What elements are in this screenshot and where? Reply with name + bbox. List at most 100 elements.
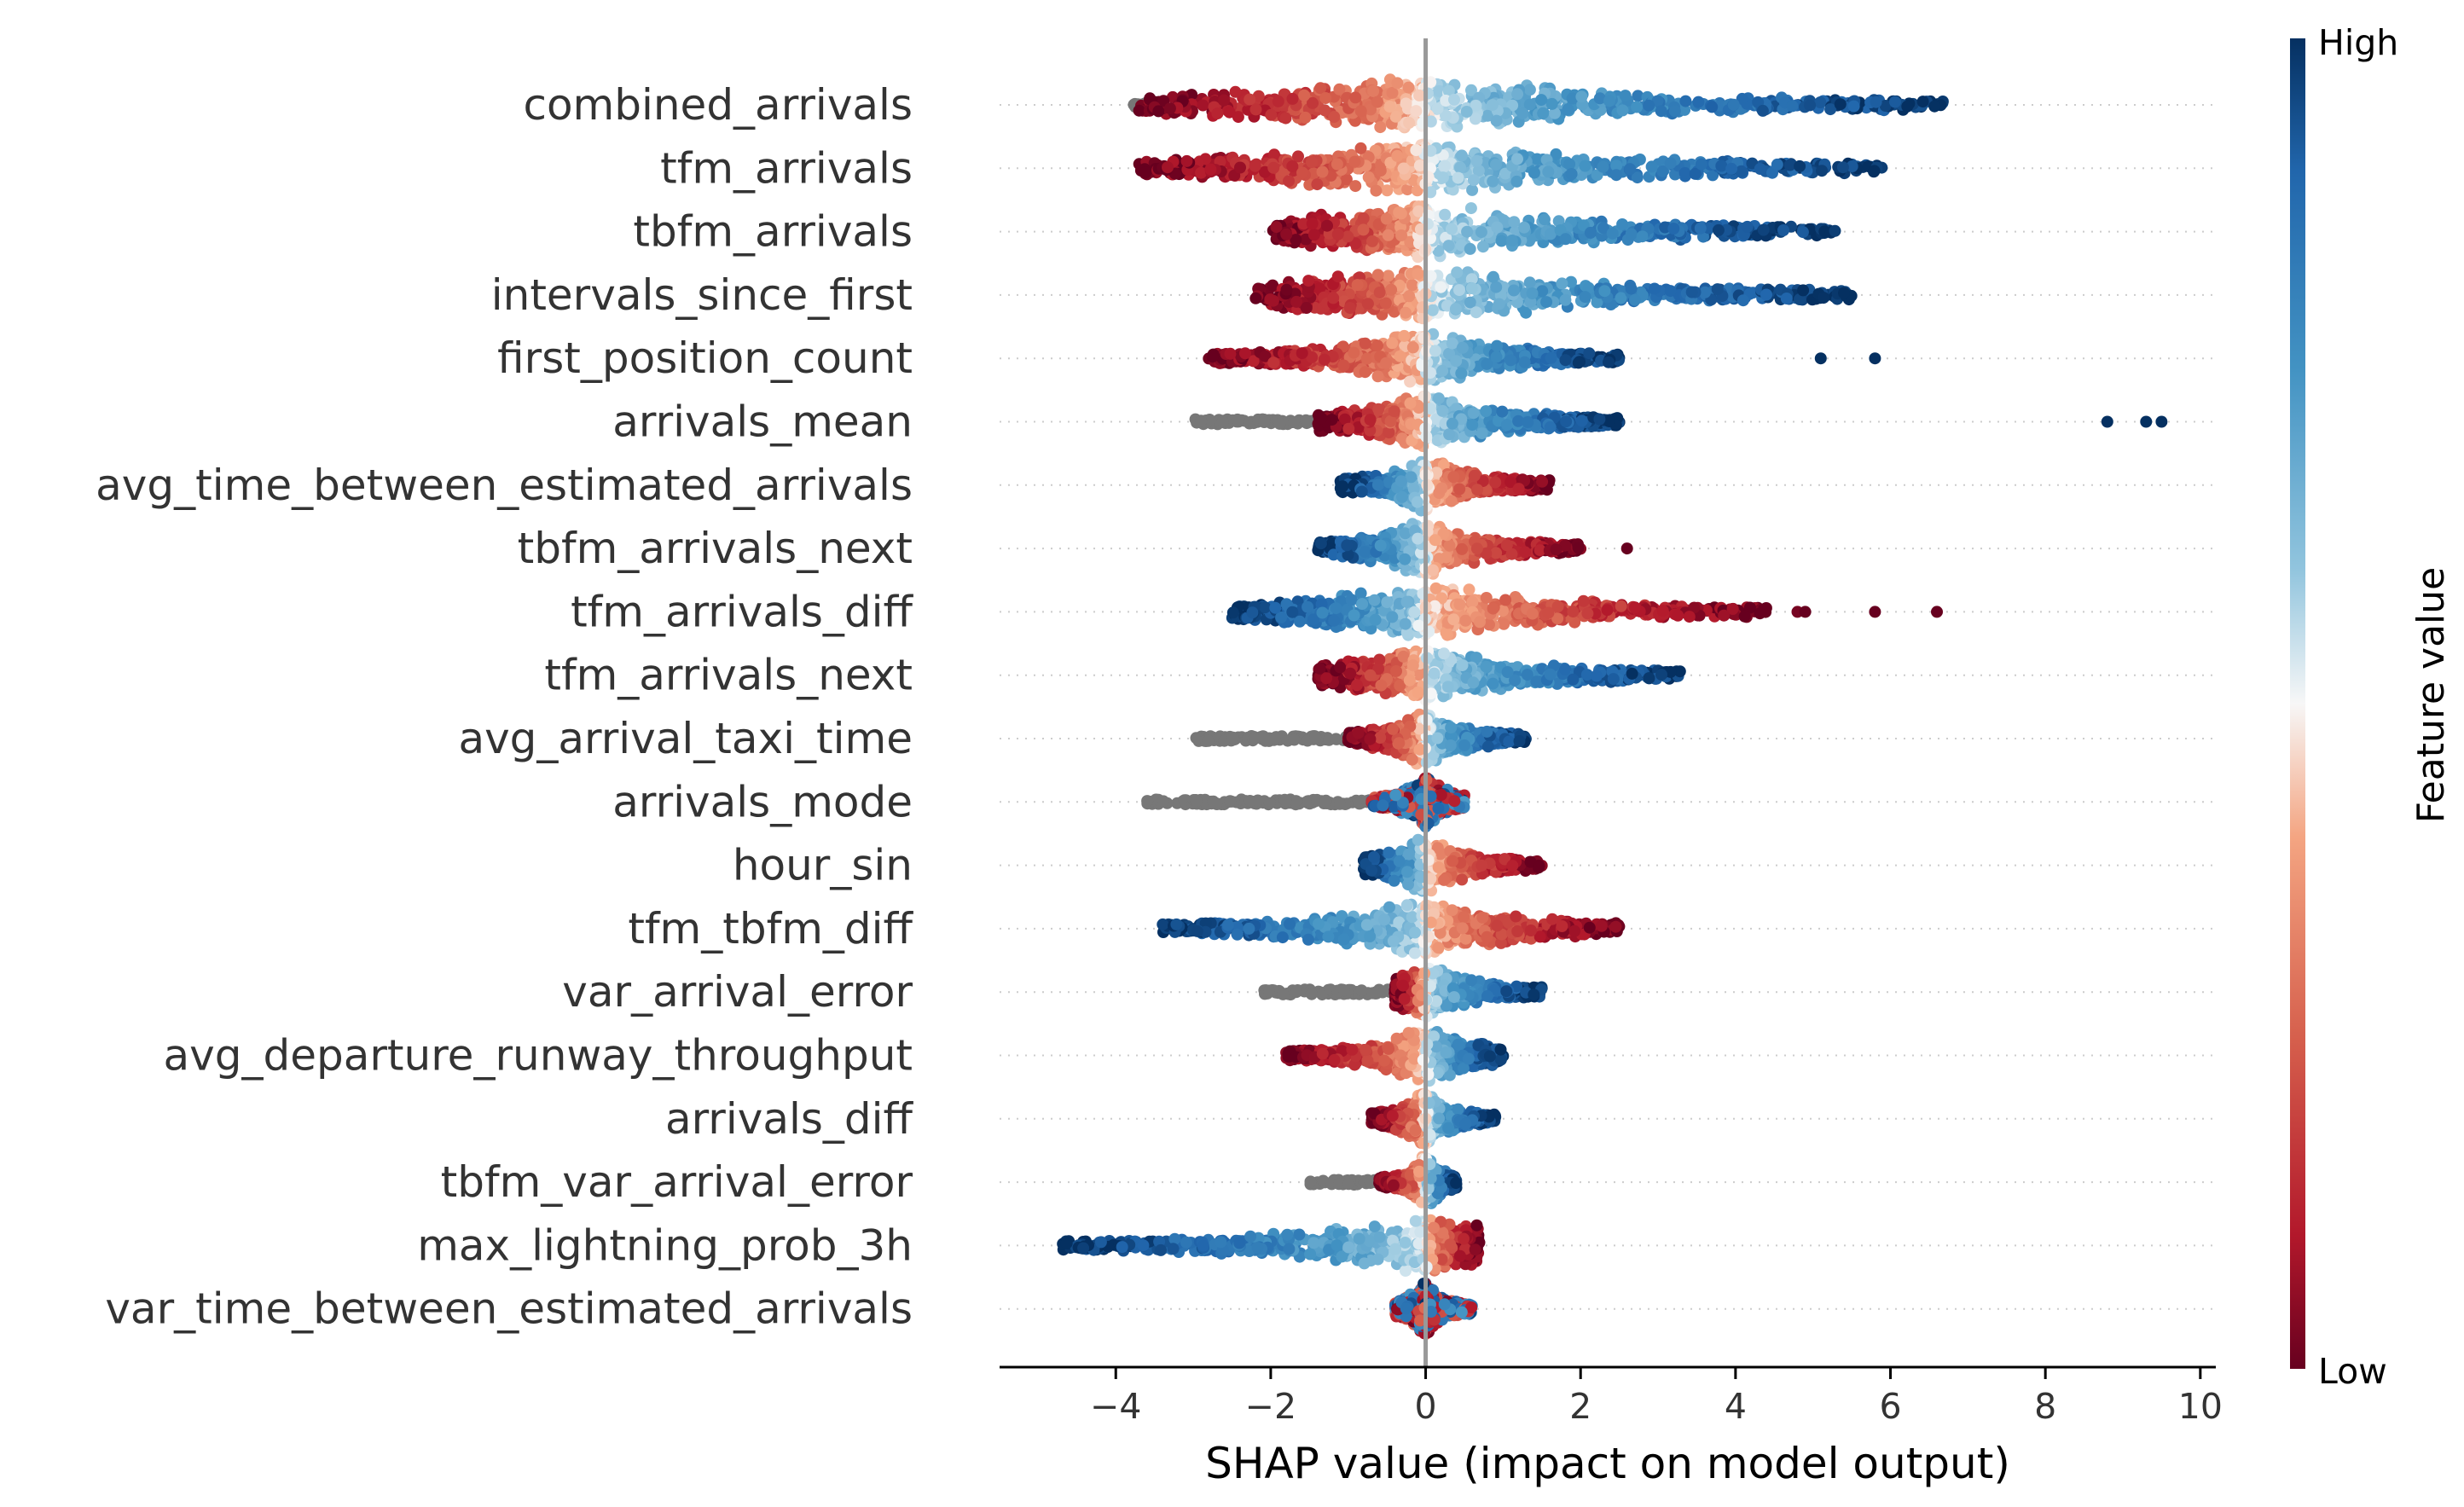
shap-point [1536,475,1549,488]
shap-point [1467,407,1480,420]
shap-point [1446,223,1458,235]
shap-point [1359,366,1371,379]
shap-point [1371,370,1384,383]
shap-point [1280,283,1293,296]
shap-point [1361,298,1374,310]
shap-point [1163,102,1176,115]
shap-point [1465,282,1478,294]
shap-point [1754,163,1766,175]
shap-point [1636,230,1649,243]
outlier-point [1814,352,1827,365]
shap-point [1331,158,1343,171]
shap-point [1667,223,1680,235]
shap-point [1736,294,1749,307]
shap-point [1453,284,1465,297]
shap-point [1306,217,1319,230]
shap-point [1603,356,1615,368]
shap-point [1280,228,1293,241]
shap-point [1331,228,1344,241]
shap-point [1548,107,1561,119]
shap-point [1139,166,1152,179]
shap-point [1448,93,1460,106]
shap-point [1794,159,1806,172]
shap-point [1516,107,1529,119]
shap-point [1403,290,1416,303]
shap-point [1565,168,1578,180]
shap-point [1249,103,1262,116]
shap-point [1559,293,1572,306]
shap-point [1495,235,1508,247]
outlier-point [1869,352,1881,365]
shap-point [1391,149,1404,162]
shap-point [1632,90,1644,102]
shap-point [1357,223,1370,236]
shap-point [1631,101,1644,113]
shap-point [1579,159,1591,172]
shap-point [1435,281,1447,293]
shap-point [1664,285,1677,298]
shap-point [1328,111,1341,123]
shap-point [1348,155,1361,168]
shap-point [1465,84,1477,96]
shap-point [1584,226,1597,239]
shap-point [1508,284,1520,297]
shap-point [1539,213,1551,226]
shap-point [1318,353,1331,366]
shap-point [1470,154,1483,167]
shap-point [1777,224,1789,236]
shap-point [1380,356,1393,369]
shap-point [1366,235,1378,247]
shap-point [1249,292,1262,304]
shap-point [1518,221,1530,234]
shap-point [1537,107,1550,119]
shap-point [1545,97,1558,110]
shap-point [1436,171,1449,184]
shap-point [1818,292,1830,304]
shap-point [1342,230,1354,243]
shap-point [1314,82,1327,95]
shap-point [1544,420,1557,433]
shap-point [1279,112,1292,125]
shap-point [1545,351,1557,364]
shap-point [1491,339,1504,352]
outlier-point [2140,415,2153,428]
shap-point [1625,228,1638,241]
shap-point [1505,235,1518,246]
shap-point [1706,101,1719,113]
shap-point [1426,304,1439,316]
shap-point [1454,161,1466,174]
shap-point [1229,85,1242,98]
shap-point [1814,96,1827,108]
shap-point [1348,346,1360,359]
shap-point [1382,229,1394,241]
shap-point [1727,98,1740,111]
shap-point [1311,178,1324,191]
shap-point [1481,109,1494,122]
shap-point [1429,345,1441,357]
shap-point [1526,287,1539,299]
shap-point [1349,180,1362,193]
shap-point [1598,285,1611,298]
outlier-point [2155,415,2168,428]
shap-point [1712,223,1725,236]
shap-point [1333,83,1346,96]
shap-point [1487,175,1499,188]
shap-point [1889,96,1901,108]
shap-point [1593,413,1606,426]
shap-point [1481,357,1493,370]
shap-point [1372,403,1385,415]
shap-point [1491,221,1504,234]
shap-point [1679,95,1692,107]
shap-point [1466,419,1479,432]
shap-point [1868,165,1881,177]
shap-point [1668,105,1681,118]
missing-value-point [1258,416,1271,428]
shap-point [1211,107,1224,120]
shap-point [1490,351,1503,363]
shap-point [1331,270,1344,283]
shap-point [1186,89,1198,101]
shap-point [1319,104,1331,117]
shap-point [1403,117,1416,129]
shap-point [1234,161,1246,174]
shap-point [1486,99,1499,112]
